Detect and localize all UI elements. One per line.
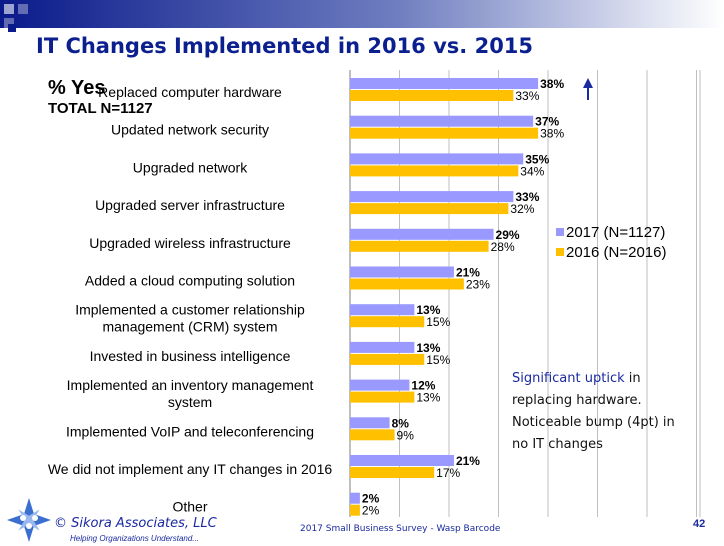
data-label-2016: 2% [362,504,380,518]
bar-2016 [350,165,519,177]
bar-2016 [350,90,514,101]
bar-2016 [350,203,509,215]
data-label-2017: 12% [411,379,435,393]
legend-label: 2016 (N=2016) [566,244,667,261]
uptick-arrow-head [583,78,593,88]
data-label-2016: 13% [416,391,440,405]
bar-2016 [350,504,360,516]
data-label-2017: 37% [535,115,559,129]
category-label: Invested in business intelligence [90,348,291,364]
bar-2016 [350,467,435,478]
category-label: Upgraded network [133,159,248,175]
category-label: system [168,394,212,410]
bar-2016 [350,240,489,252]
data-label-2017: 38% [540,77,564,91]
category-label: Upgraded wireless infrastructure [89,235,291,251]
category-label: Other [172,499,207,515]
bar-2017 [350,304,415,316]
bar-2016 [350,391,415,403]
bar-2016 [350,278,464,290]
bar-2016 [350,353,425,365]
bar-2017 [350,379,410,391]
data-label-2016: 23% [466,278,490,292]
percent-yes-label: % Yes [48,77,106,99]
data-label-2017: 13% [416,303,440,317]
data-label-2016: 32% [510,202,534,216]
data-label-2016: 28% [491,240,515,254]
bar-2017 [350,78,539,89]
bar-2017 [350,492,360,504]
data-label-2016: 15% [426,353,450,367]
category-label: Updated network security [111,122,269,138]
bar-2016 [350,316,425,328]
data-label-2016: 17% [436,466,460,480]
data-label-2017: 33% [515,190,539,204]
data-label-2016: 34% [520,164,544,178]
data-label-2017: 29% [496,228,520,242]
data-label-2017: 8% [392,416,410,430]
bar-2016 [350,429,395,441]
data-label-2017: 13% [416,341,440,355]
slide-title: IT Changes Implemented in 2016 vs. 2015 [36,34,534,58]
data-label-2016: 9% [397,428,415,442]
data-label-2016: 15% [426,315,450,329]
data-label-2017: 21% [456,266,480,280]
bar-2017 [350,153,524,165]
note-highlight: Significant uptick [512,371,625,386]
legend-swatch [556,248,564,256]
bar-2017 [350,266,454,278]
legend-swatch [556,228,564,236]
category-label: We did not implement any IT changes in 2… [48,461,333,477]
data-label-2016: 33% [515,89,539,103]
sikora-logo [7,498,51,542]
category-label: Implemented a customer relationship [75,302,305,318]
data-label-2017: 2% [362,492,380,506]
legend-label: 2017 (N=1127) [566,224,665,241]
page-number: 42 [693,518,706,530]
data-label-2017: 35% [525,152,549,166]
bar-2017 [350,341,415,353]
bar-2017 [350,455,454,466]
category-label: Implemented VoIP and teleconferencing [66,423,314,439]
decorative-squares [4,4,28,32]
bar-2017 [350,228,494,240]
category-label: Upgraded server infrastructure [95,197,285,213]
category-label: Added a cloud computing solution [85,273,295,289]
data-label-2017: 21% [456,454,480,468]
total-n-label: TOTAL N=1127 [48,100,153,117]
bar-2017 [350,191,514,203]
source-text: 2017 Small Business Survey - Wasp Barcod… [300,524,501,534]
note-text: in replacing hardware. Noticeable bump (… [512,371,675,452]
annotation-note: Significant uptick in replacing hardware… [512,368,692,456]
tagline-text: Helping Organizations Understand... [70,534,199,543]
category-label: Replaced computer hardware [98,84,282,100]
bar-2016 [350,127,539,139]
bar-2017 [350,417,390,429]
category-label: Implemented an inventory management [67,377,314,393]
header-gradient-bar [0,0,724,28]
data-label-2016: 38% [540,127,564,141]
category-label: management (CRM) system [102,319,277,335]
bar-2017 [350,115,534,127]
copyright-text: © Sikora Associates, LLC [54,516,217,531]
